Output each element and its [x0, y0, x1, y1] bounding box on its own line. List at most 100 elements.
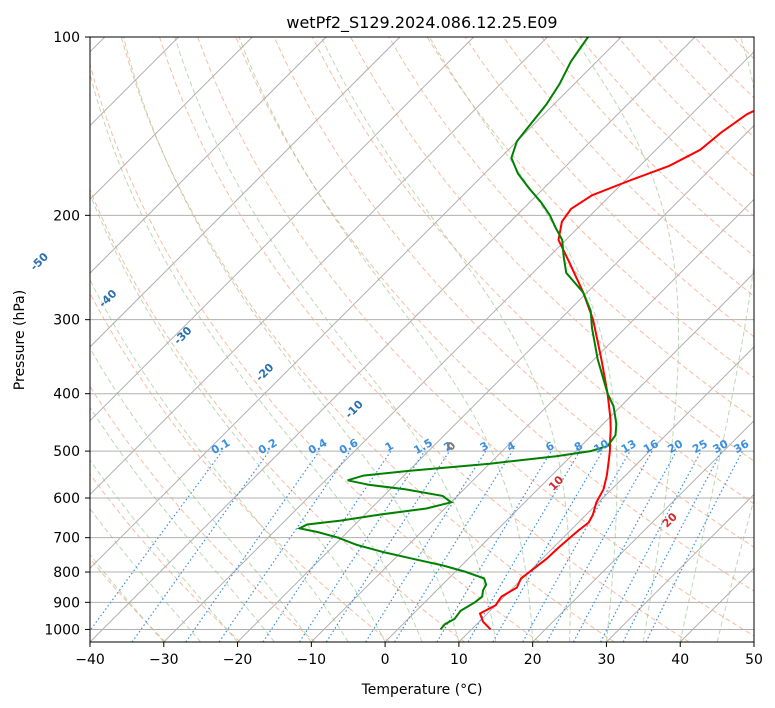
mixing-ratio-line — [522, 450, 631, 642]
dry-adiabat-label: -30 — [171, 324, 194, 347]
dry-adiabat-label: -10 — [343, 398, 366, 421]
mixing-ratio-line — [299, 450, 426, 642]
axis-ticks: −40 −30 −20 −10 0 10 20 30 40 50 1000 900 800 700 600 5… — [44, 30, 763, 668]
dry-adiabat-label: -40 — [96, 287, 119, 310]
moist-adiabat-line — [320, 37, 571, 642]
y-tick-label: 700 — [53, 531, 80, 547]
mixing-ratio-line — [218, 450, 351, 642]
dry-adiabat-line — [771, 37, 775, 642]
dry-adiabat-line — [655, 37, 754, 138]
mixing-ratio-label: 0.4 — [306, 436, 330, 457]
moist-adiabat-line — [90, 193, 386, 642]
isotherm-line — [90, 37, 253, 201]
dry-adiabat-line — [464, 37, 754, 338]
mixing-ratio-label: 10 — [591, 437, 611, 456]
dry-adiabat-line — [694, 37, 754, 99]
x-tick-label: −30 — [149, 652, 179, 668]
x-tick-label: 40 — [671, 652, 689, 668]
background-lines — [90, 37, 775, 642]
y-tick-label: 800 — [53, 565, 80, 581]
dry-adiabat-line — [159, 37, 690, 642]
moist-adiabat-line — [679, 37, 754, 642]
x-tick-label: 50 — [745, 652, 763, 668]
x-axis-label: Temperature (°C) — [361, 682, 483, 698]
isotherm-line — [90, 37, 622, 569]
y-tick-label: 1000 — [44, 622, 80, 638]
mixing-ratio-line — [90, 450, 223, 632]
temperature-line — [478, 109, 754, 631]
mixing-ratio-label: 1 — [383, 439, 396, 454]
mixing-ratio-label: 1.5 — [412, 436, 435, 457]
moist-adiabat-line — [90, 553, 165, 642]
mixing-ratio-line — [325, 450, 450, 642]
moist-adiabat-line — [90, 507, 202, 642]
dry-adiabat-line — [120, 37, 615, 642]
x-tick-label: 20 — [524, 652, 542, 668]
dry-adiabat-line — [197, 37, 754, 637]
moist-adiabat-line — [90, 72, 423, 642]
profile-series — [296, 37, 754, 631]
dry-adiabat-line — [90, 188, 465, 642]
isotherm-line — [532, 419, 754, 642]
isotherm-line — [753, 641, 754, 642]
isotherm-line — [90, 37, 475, 422]
dewpoint-line — [296, 37, 618, 631]
isotherm-line — [606, 493, 754, 642]
dry-adiabat-label: -20 — [253, 361, 276, 384]
mixing-ratio-line — [546, 450, 653, 642]
mixing-ratio-line — [394, 450, 513, 642]
mixing-ratio-line — [645, 450, 744, 642]
mixing-ratio-line — [131, 450, 270, 642]
dry-adiabat-line — [90, 557, 166, 642]
chart-title: wetPf2_S129.2024.086.12.25.E09 — [286, 13, 557, 33]
dry-adiabat-label: -50 — [28, 250, 51, 273]
dry-adiabat-line — [90, 385, 316, 642]
mixing-ratio-label: 0.6 — [337, 436, 361, 457]
dry-adiabat-line — [90, 473, 241, 642]
mixing-ratio-label: 0.2 — [256, 436, 279, 457]
mixing-ratio-label: 25 — [690, 437, 710, 456]
x-tick-label: −20 — [223, 652, 253, 668]
y-tick-label: 300 — [53, 313, 80, 329]
moist-adiabat-line — [238, 37, 534, 642]
dry-adiabat-line — [541, 37, 754, 257]
mixing-ratio-line — [622, 450, 723, 642]
mixing-ratio-label: 30 — [711, 437, 731, 456]
dry-adiabat-line — [426, 37, 754, 379]
x-tick-label: 0 — [381, 652, 390, 668]
moist-adiabat-line — [429, 37, 618, 642]
mixing-ratio-line — [365, 450, 487, 642]
plot-frame — [89, 36, 755, 643]
mixing-ratio-label: 16 — [641, 437, 661, 456]
mixing-ratio-label: 0.1 — [209, 436, 232, 457]
dry-adiabat-line — [388, 37, 754, 420]
y-tick-label: 900 — [53, 595, 80, 611]
y-axis-label: Pressure (hPa) — [12, 290, 28, 390]
mixing-ratio-label: 4 — [504, 439, 517, 454]
y-tick-label: 100 — [53, 30, 80, 46]
dry-adiabat-line — [90, 292, 391, 642]
isotherm-line — [237, 124, 754, 642]
mixing-ratio-label: 20 — [665, 437, 685, 456]
isotherm-line — [90, 37, 401, 348]
isotherm-line — [384, 272, 754, 642]
isotherm-line — [310, 198, 754, 642]
y-tick-label: 600 — [53, 491, 80, 507]
isotherm-line — [458, 346, 754, 642]
dry-adiabat-line — [235, 37, 754, 592]
dry-adiabat-line — [350, 37, 754, 462]
moist-adiabat-line — [90, 278, 349, 642]
y-tick-label: 400 — [53, 387, 80, 403]
mixing-ratio-line — [572, 450, 677, 642]
line-labels: 0.10.20.40.611.52346810131620253036-100-… — [28, 250, 752, 530]
x-tick-label: −40 — [75, 652, 105, 668]
moist-adiabat-line — [174, 37, 497, 642]
y-tick-label: 500 — [53, 444, 80, 460]
dry-adiabat-line — [90, 62, 540, 642]
isotherm-line — [163, 51, 754, 642]
mixing-ratio-line — [262, 450, 392, 642]
x-tick-label: −10 — [297, 652, 327, 668]
moist-adiabat-line — [573, 37, 679, 642]
isotherm-line — [90, 37, 327, 274]
